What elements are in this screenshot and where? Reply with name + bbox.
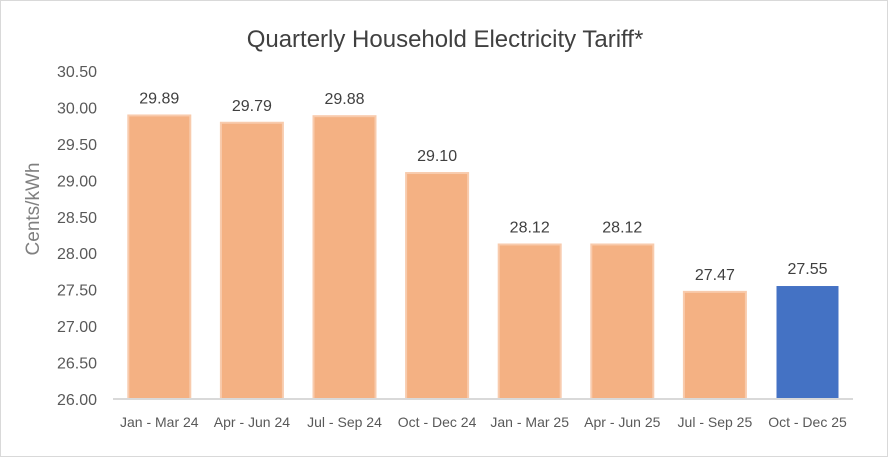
- x-tick-label: Oct - Dec 25: [768, 414, 847, 430]
- bar-2: [219, 121, 284, 401]
- data-label: 29.79: [232, 98, 272, 115]
- x-tick-label: Jul - Sep 25: [678, 414, 753, 430]
- x-tick-label: Apr - Jun 25: [584, 414, 660, 430]
- y-tick-label: 27.50: [57, 283, 97, 300]
- bar-1: [127, 114, 192, 400]
- data-label: 27.47: [695, 267, 735, 284]
- y-tick-label: 27.00: [57, 319, 97, 336]
- bar-4: [405, 172, 470, 400]
- y-tick-label: 29.00: [57, 173, 97, 190]
- data-label: 29.10: [417, 148, 457, 165]
- x-tick-label: Apr - Jun 24: [214, 414, 290, 430]
- data-label: 27.55: [787, 261, 827, 278]
- y-tick-label: 29.50: [57, 137, 97, 154]
- y-tick-label: 28.00: [57, 246, 97, 263]
- bar-5: [497, 243, 562, 400]
- y-tick-label: 30.50: [57, 64, 97, 81]
- y-axis-label: Cents/kWh: [23, 163, 44, 256]
- data-label: 28.12: [510, 219, 550, 236]
- x-tick-label: Oct - Dec 24: [398, 414, 477, 430]
- bar-3: [312, 115, 377, 401]
- y-tick-label: 26.50: [57, 356, 97, 373]
- bar-7: [682, 290, 747, 400]
- data-label: 29.88: [324, 91, 364, 108]
- data-label: 29.89: [139, 90, 179, 107]
- data-label: 28.12: [602, 219, 642, 236]
- y-tick-label: 28.50: [57, 210, 97, 227]
- x-tick-label: Jan - Mar 25: [490, 414, 569, 430]
- chart-title: Quarterly Household Electricity Tariff*: [247, 26, 644, 53]
- y-tick-label: 26.00: [57, 392, 97, 409]
- bar-6: [590, 243, 655, 400]
- x-tick-label: Jul - Sep 24: [307, 414, 382, 430]
- x-tick-label: Jan - Mar 24: [120, 414, 199, 430]
- y-tick-label: 30.00: [57, 100, 97, 117]
- bar-8: [776, 286, 839, 399]
